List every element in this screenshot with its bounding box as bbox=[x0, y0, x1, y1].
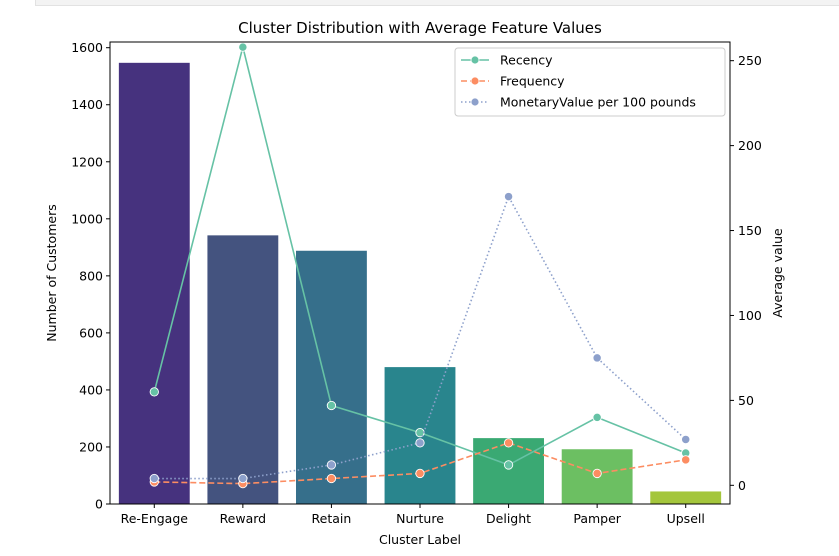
y-left-tick-label: 800 bbox=[79, 268, 103, 283]
point-recency-5 bbox=[592, 412, 602, 423]
y-right-tick-label: 200 bbox=[738, 138, 762, 153]
bar-delight bbox=[473, 438, 544, 504]
y-left-tick-label: 200 bbox=[79, 439, 103, 454]
y-left-tick-label: 1000 bbox=[71, 211, 103, 226]
point-recency-1 bbox=[238, 42, 248, 52]
point-recency-0 bbox=[149, 387, 159, 397]
x-tick-label: Delight bbox=[486, 511, 531, 526]
x-tick-label: Retain bbox=[312, 511, 352, 526]
x-tick-label: Nurture bbox=[396, 511, 444, 526]
bar-re-engage bbox=[118, 62, 190, 505]
point-frequency-5 bbox=[592, 468, 602, 479]
point-frequency-6 bbox=[681, 455, 691, 465]
x-axis-label: Cluster Label bbox=[379, 532, 461, 547]
legend-marker-monetaryvalue-per-100-pounds bbox=[470, 97, 480, 107]
legend-marker-recency bbox=[470, 55, 480, 65]
point-monetaryvalue-per-100-pounds-2 bbox=[326, 460, 337, 470]
x-tick-label: Re-Engage bbox=[121, 511, 189, 526]
point-recency-4 bbox=[503, 460, 514, 470]
y-right-tick-label: 0 bbox=[738, 478, 746, 493]
point-frequency-4 bbox=[503, 438, 514, 448]
legend-label-recency: Recency bbox=[500, 53, 553, 68]
x-tick-label: Pamper bbox=[573, 511, 621, 526]
y-left-tick-label: 600 bbox=[79, 325, 103, 340]
x-tick-label: Reward bbox=[220, 511, 267, 526]
point-monetaryvalue-per-100-pounds-0 bbox=[149, 473, 159, 484]
y-left-tick-label: 0 bbox=[95, 497, 103, 512]
y-axis-right-label: Average value bbox=[770, 228, 785, 318]
x-tick-label: Upsell bbox=[667, 511, 705, 526]
y-axis-left-label: Number of Customers bbox=[44, 204, 59, 341]
legend: Recency Frequency MonetaryValue per 100 po… bbox=[454, 47, 726, 117]
point-recency-2 bbox=[326, 400, 337, 411]
point-frequency-3 bbox=[415, 468, 425, 479]
y-left-tick-label: 1400 bbox=[71, 97, 103, 112]
chart-title: Cluster Distribution with Average Featur… bbox=[238, 19, 602, 37]
legend-box bbox=[454, 47, 726, 117]
point-monetaryvalue-per-100-pounds-1 bbox=[238, 473, 248, 484]
point-monetaryvalue-per-100-pounds-4 bbox=[503, 191, 514, 202]
point-monetaryvalue-per-100-pounds-6 bbox=[681, 434, 691, 445]
y-right-tick-label: 150 bbox=[738, 223, 762, 238]
y-right-tick-label: 250 bbox=[738, 53, 762, 68]
window-top-bar bbox=[35, 0, 839, 6]
y-left-tick-label: 1200 bbox=[71, 154, 103, 169]
bar-reward bbox=[207, 235, 279, 504]
y-right-tick-label: 100 bbox=[738, 308, 762, 323]
legend-label-frequency: Frequency bbox=[500, 74, 565, 89]
point-monetaryvalue-per-100-pounds-3 bbox=[415, 438, 425, 448]
point-monetaryvalue-per-100-pounds-5 bbox=[592, 353, 602, 363]
point-frequency-2 bbox=[326, 473, 337, 484]
y-right-tick-label: 50 bbox=[738, 393, 754, 408]
y-left-tick-label: 1600 bbox=[71, 40, 103, 55]
bar-upsell bbox=[650, 491, 722, 504]
legend-marker-frequency bbox=[470, 76, 480, 86]
y-left-tick-label: 400 bbox=[79, 382, 103, 397]
legend-label-monetaryvalue-per-100-pounds: MonetaryValue per 100 pounds bbox=[500, 95, 696, 110]
